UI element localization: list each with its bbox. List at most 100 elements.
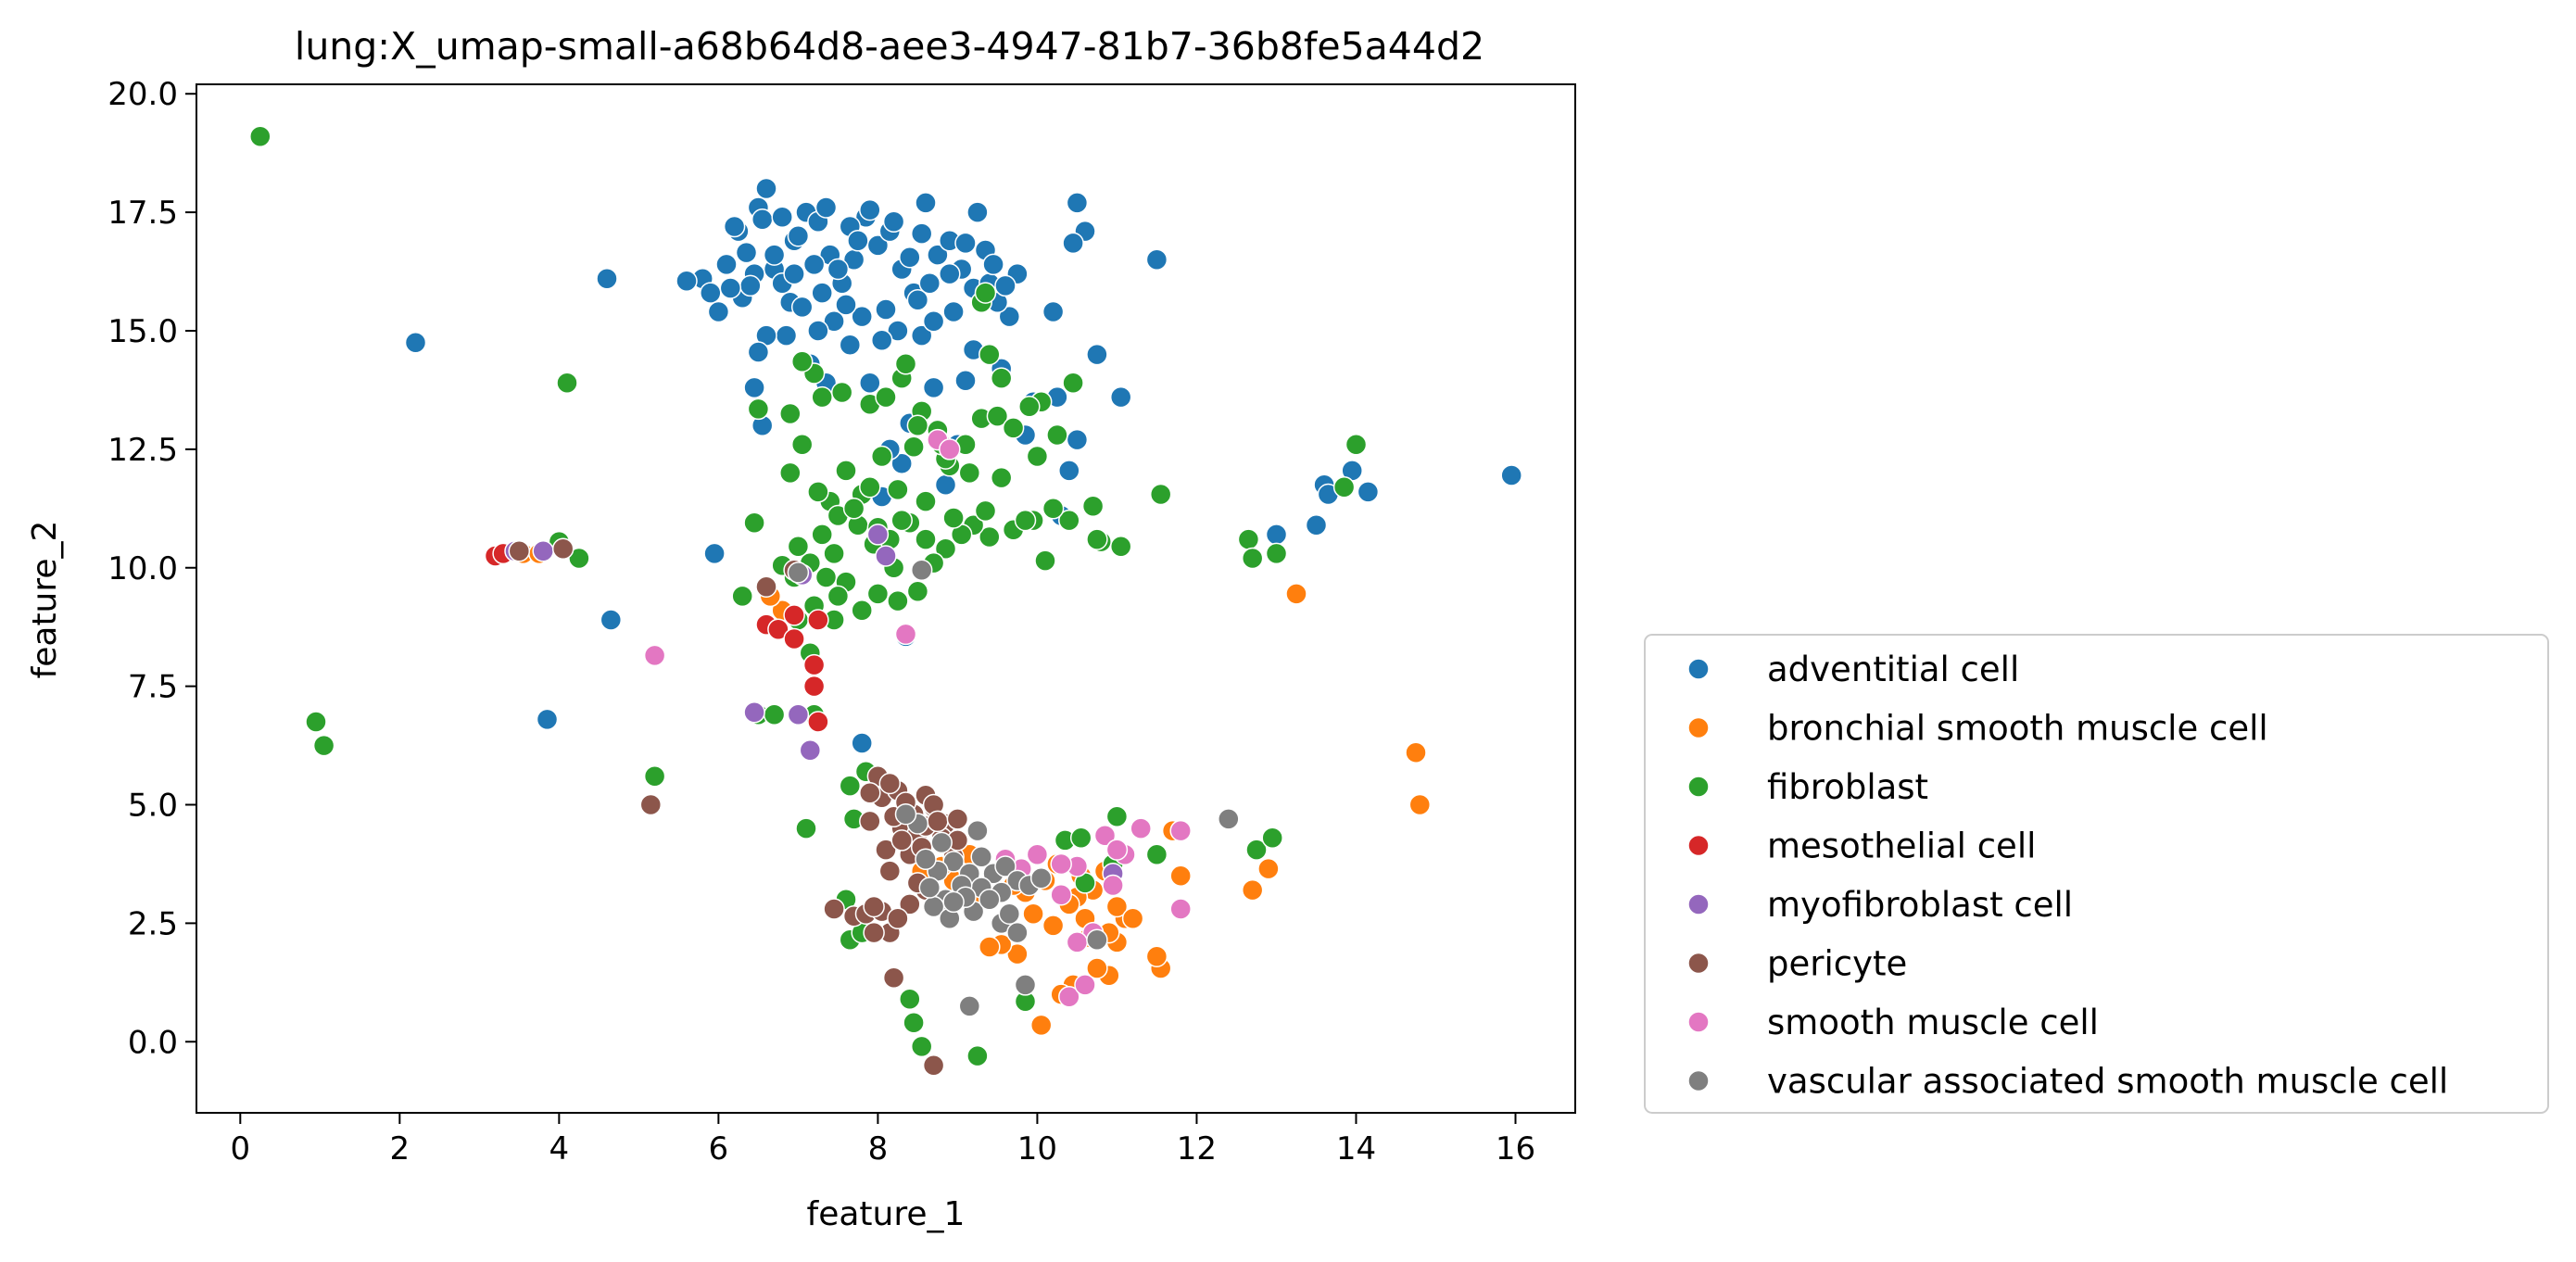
data-point xyxy=(807,320,829,342)
data-point xyxy=(783,262,805,285)
data-point xyxy=(979,936,1001,958)
data-point xyxy=(979,889,1001,911)
data-point xyxy=(787,562,810,584)
data-point xyxy=(930,831,953,854)
data-point xyxy=(939,438,961,461)
data-point xyxy=(1050,852,1072,876)
x-axis: 0 2 4 6 8 10 12 14 16 xyxy=(230,1113,1535,1167)
legend-marker xyxy=(1687,834,1710,857)
y-tick-label: 20.0 xyxy=(107,76,178,113)
data-point xyxy=(735,241,758,264)
data-point xyxy=(994,274,1017,297)
data-point xyxy=(966,1044,989,1067)
data-point xyxy=(1408,793,1432,816)
data-point xyxy=(939,262,961,285)
data-point xyxy=(790,434,814,456)
data-point xyxy=(966,201,989,223)
data-point xyxy=(863,921,885,944)
data-point xyxy=(1405,741,1427,764)
data-point xyxy=(887,907,909,930)
legend-marker xyxy=(1687,658,1710,680)
data-point xyxy=(723,215,746,238)
x-tick-label: 8 xyxy=(868,1130,889,1167)
data-point xyxy=(771,206,793,228)
data-point xyxy=(551,537,575,561)
legend-frame xyxy=(1644,634,2549,1114)
x-tick-label: 2 xyxy=(390,1130,410,1167)
data-point xyxy=(906,580,929,603)
data-point xyxy=(894,623,917,646)
data-point xyxy=(1086,528,1108,550)
data-point xyxy=(799,738,822,762)
data-point xyxy=(568,547,590,570)
data-point xyxy=(1261,827,1283,850)
data-point xyxy=(1218,808,1240,830)
x-tick-label: 14 xyxy=(1336,1130,1376,1167)
data-point xyxy=(823,898,845,920)
series-3 xyxy=(484,542,829,733)
data-point xyxy=(747,398,770,421)
data-point xyxy=(639,793,663,816)
data-point xyxy=(1145,843,1168,865)
data-point xyxy=(779,402,802,425)
data-point xyxy=(847,230,869,252)
data-point xyxy=(899,893,921,915)
data-point xyxy=(763,703,786,726)
data-point xyxy=(596,267,618,290)
data-point xyxy=(790,296,814,319)
data-point xyxy=(556,372,578,395)
data-point xyxy=(814,566,838,588)
y-tick-label: 12.5 xyxy=(107,432,178,469)
data-point xyxy=(715,253,738,276)
data-point xyxy=(954,369,977,392)
data-point xyxy=(1081,495,1105,518)
data-point xyxy=(676,270,698,293)
data-point xyxy=(934,473,957,496)
data-point xyxy=(643,644,666,667)
legend-marker xyxy=(1687,893,1710,915)
data-point xyxy=(1042,498,1065,520)
data-point xyxy=(802,653,826,676)
data-point xyxy=(1130,817,1152,839)
data-point xyxy=(1169,898,1192,920)
data-point xyxy=(866,524,890,546)
x-axis-label: feature_1 xyxy=(807,1195,966,1233)
data-point xyxy=(859,781,881,804)
data-point xyxy=(739,274,762,297)
data-point xyxy=(1022,902,1044,925)
data-point xyxy=(1029,1014,1053,1037)
data-point xyxy=(823,542,845,565)
legend-label: smooth muscle cell xyxy=(1767,1003,2099,1042)
data-point xyxy=(859,476,881,498)
data-point xyxy=(743,701,765,724)
data-point xyxy=(863,895,885,918)
data-point xyxy=(942,851,965,873)
data-point xyxy=(783,627,805,650)
legend-label: fibroblast xyxy=(1767,767,1928,807)
data-point xyxy=(783,604,805,626)
data-point xyxy=(934,537,957,561)
data-point xyxy=(906,288,929,311)
legend-label: vascular associated smooth muscle cell xyxy=(1767,1062,2448,1102)
data-point xyxy=(866,583,890,605)
data-point xyxy=(1109,385,1132,409)
data-point xyxy=(839,334,862,357)
data-point xyxy=(1265,524,1288,546)
data-point xyxy=(982,253,1004,276)
data-point xyxy=(851,732,873,754)
data-point xyxy=(922,310,945,333)
data-point xyxy=(1105,805,1129,828)
data-point xyxy=(249,125,271,148)
data-point xyxy=(404,332,427,354)
data-point xyxy=(827,585,850,608)
y-axis-label: feature_2 xyxy=(26,521,64,679)
y-tick-label: 5.0 xyxy=(128,788,178,825)
data-point xyxy=(970,846,992,868)
data-point xyxy=(532,540,554,562)
data-point xyxy=(910,324,933,347)
data-point xyxy=(899,246,921,269)
data-point xyxy=(830,381,853,404)
legend-marker xyxy=(1687,1011,1710,1033)
data-point xyxy=(974,499,997,523)
data-point xyxy=(851,305,873,328)
